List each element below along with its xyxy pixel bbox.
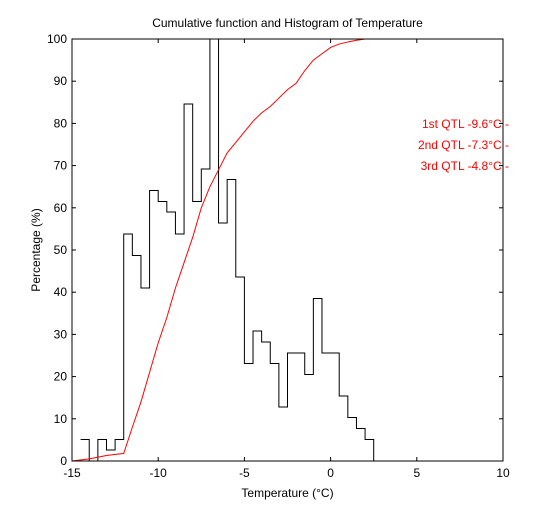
y-axis: 0 10 20 30 40 50 60 70 80 90 100 <box>47 32 503 468</box>
cumulative-curve <box>72 39 503 461</box>
x-axis-label: Temperature (°C) <box>241 486 333 500</box>
x-tick-label: -5 <box>239 466 250 480</box>
y-tick-label: 100 <box>47 32 67 46</box>
y-axis-label: Percentage (%) <box>29 208 43 291</box>
y-tick-label: 70 <box>54 159 68 173</box>
y-tick-label: 0 <box>60 454 67 468</box>
x-tick-label: -10 <box>150 466 168 480</box>
annotation-1st-quartile: 1st QTL -9.6°C - <box>422 117 509 131</box>
chart-title: Cumulative function and Histogram of Tem… <box>152 16 423 30</box>
y-tick-label: 80 <box>54 116 68 130</box>
annotation-2nd-quartile: 2nd QTL -7.3°C - <box>418 138 509 152</box>
x-tick-label: 0 <box>327 466 334 480</box>
plot-area <box>72 39 503 461</box>
y-tick-label: 50 <box>54 243 68 257</box>
histogram-stairs <box>80 39 375 461</box>
y-tick-label: 10 <box>54 412 68 426</box>
y-tick-label: 60 <box>54 201 68 215</box>
annotation-3rd-quartile: 3rd QTL -4.8°C - <box>421 159 509 173</box>
y-tick-label: 90 <box>54 74 68 88</box>
x-tick-label: 5 <box>413 466 420 480</box>
y-tick-label: 30 <box>54 327 68 341</box>
x-tick-label: -15 <box>63 466 81 480</box>
y-tick-label: 20 <box>54 370 68 384</box>
y-tick-label: 40 <box>54 285 68 299</box>
x-tick-label: 10 <box>496 466 510 480</box>
x-axis: -15 -10 -5 0 5 10 <box>63 39 510 480</box>
